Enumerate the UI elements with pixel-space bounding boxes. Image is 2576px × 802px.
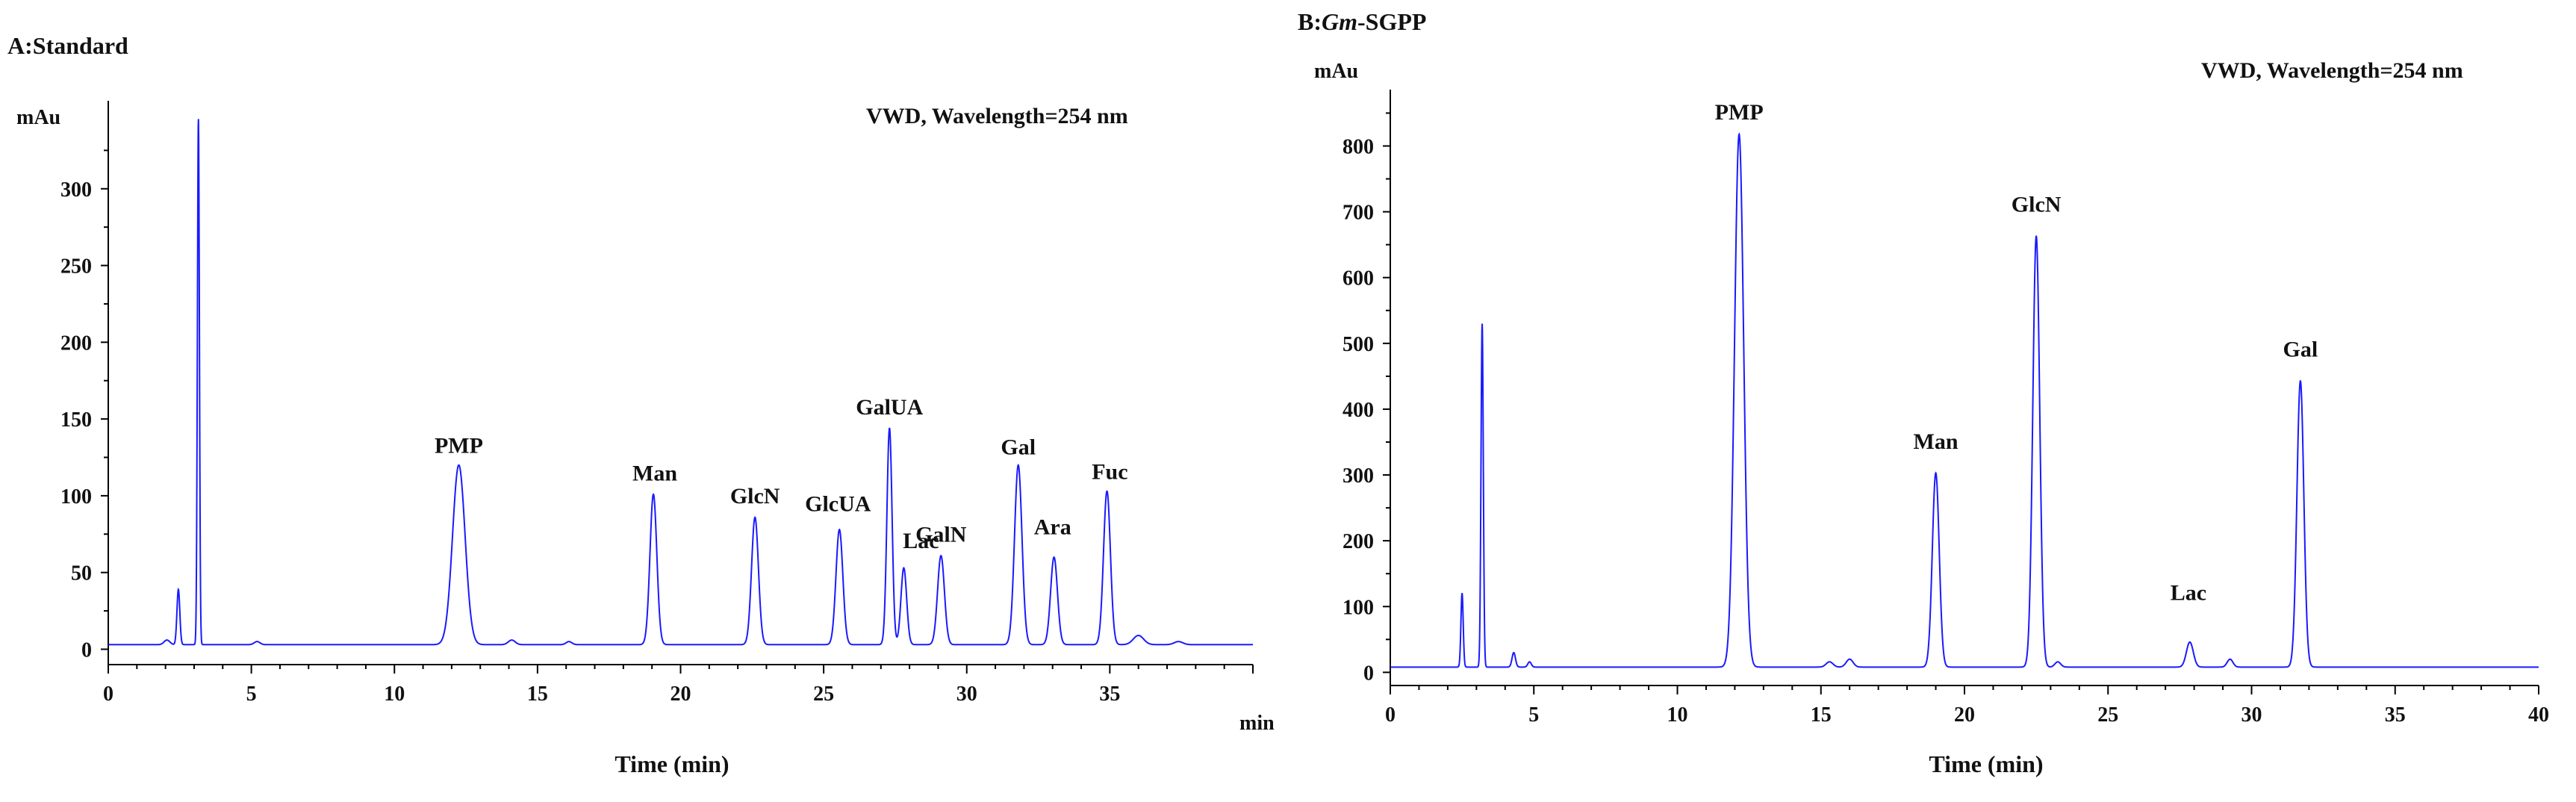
panel-b-y-unit: mAu: [1314, 60, 1358, 83]
b-x-tick-label: 0: [1385, 703, 1396, 727]
b-peak-label-glcn: GlcN: [2012, 193, 2062, 217]
b-y-tick-label: 0: [1363, 662, 1374, 685]
a-peak-label-galua: GalUA: [856, 395, 923, 420]
panel-b-title: B:Gm-SGPP: [1298, 8, 1426, 35]
b-x-tick-label: 5: [1528, 703, 1539, 727]
panel-a-title: A:Standard: [7, 32, 128, 59]
b-y-tick-label: 300: [1343, 464, 1374, 488]
panel-a-standard: A:Standard mAu VWD, Wavelength=254 nm 0 5…: [7, 32, 1275, 777]
b-y-tick-label: 400: [1343, 399, 1374, 422]
a-y-tick-label: 50: [71, 562, 92, 585]
b-x-tick-label: 15: [1811, 703, 1832, 727]
a-y-tick-label: 200: [60, 332, 92, 355]
b-y-tick-label: 800: [1343, 135, 1374, 158]
panel-a-x-unit: min: [1239, 712, 1275, 735]
b-x-tick-label: 25: [2097, 703, 2118, 727]
b-y-tick-label: 500: [1343, 333, 1374, 356]
a-peak-label-glcn: GlcN: [730, 484, 780, 509]
a-peak-label-fuc: Fuc: [1092, 459, 1127, 484]
panel-a-x-axis-ticks: 0 5 10 15 20 25 30 35: [103, 665, 1254, 706]
b-y-tick-label: 700: [1343, 202, 1374, 225]
a-y-tick-label: 150: [60, 408, 92, 432]
b-y-tick-label: 100: [1343, 596, 1374, 619]
a-peak-label-man: Man: [632, 461, 677, 485]
a-x-tick-label: 5: [246, 683, 257, 706]
b-x-tick-label: 20: [1954, 703, 1975, 727]
b-x-tick-label: 35: [2385, 703, 2406, 727]
b-y-tick-label: 200: [1343, 530, 1374, 553]
panel-a-chromatogram-trace: [108, 119, 1253, 646]
b-x-tick-label: 40: [2528, 703, 2549, 727]
a-peak-label-glcua: GlcUA: [805, 491, 871, 516]
a-x-tick-label: 25: [813, 683, 834, 706]
panel-b-chromatogram-trace: [1390, 132, 2539, 668]
b-x-tick-label: 10: [1667, 703, 1688, 727]
b-x-tick-label: 30: [2241, 703, 2262, 727]
b-peak-label-pmp: PMP: [1715, 100, 1764, 125]
panel-b-gm-sgpp: B:Gm-SGPP mAu VWD, Wavelength=254 nm 0 10…: [1298, 8, 2549, 777]
a-peak-label-pmp: PMP: [435, 433, 483, 458]
a-peak-label-gal: Gal: [1001, 435, 1036, 459]
a-y-tick-label: 0: [81, 638, 92, 662]
b-peak-label-gal: Gal: [2283, 337, 2318, 361]
a-y-tick-label: 250: [60, 255, 92, 279]
b-peak-label-man: Man: [1914, 429, 1959, 454]
a-y-tick-label: 300: [60, 178, 92, 202]
panel-b-y-axis-ticks: 0 100 200 300 400 500 600 700 800: [1343, 112, 1390, 685]
a-x-tick-label: 15: [527, 683, 548, 706]
panel-a-annotation: VWD, Wavelength=254 nm: [866, 104, 1128, 128]
panel-a-x-title: Time (min): [615, 750, 729, 777]
a-x-tick-label: 30: [956, 683, 977, 706]
a-x-tick-label: 10: [384, 683, 405, 706]
a-peak-label-ara: Ara: [1034, 515, 1071, 539]
panel-b-peak-labels: PMP Man GlcN Lac Gal: [1715, 100, 2318, 605]
panel-b-x-title: Time (min): [1929, 750, 2043, 777]
a-peak-label-lac: Lac: [903, 529, 939, 553]
b-y-tick-label: 600: [1343, 267, 1374, 290]
panel-b-x-axis-ticks: 0 5 10 15 20 25 30 35 40: [1385, 686, 2549, 727]
b-peak-label-lac: Lac: [2171, 580, 2206, 605]
panel-a-y-unit: mAu: [16, 106, 60, 129]
panel-a-y-axis-ticks: 0 50 100 150 200 250 300: [60, 149, 108, 662]
a-x-tick-label: 20: [671, 683, 691, 706]
a-x-tick-label: 0: [103, 683, 113, 706]
panel-b-annotation: VWD, Wavelength=254 nm: [2201, 58, 2463, 83]
a-peak-label-galn: GalN: [915, 523, 967, 547]
a-x-tick-label: 35: [1099, 683, 1120, 706]
a-y-tick-label: 100: [60, 485, 92, 509]
